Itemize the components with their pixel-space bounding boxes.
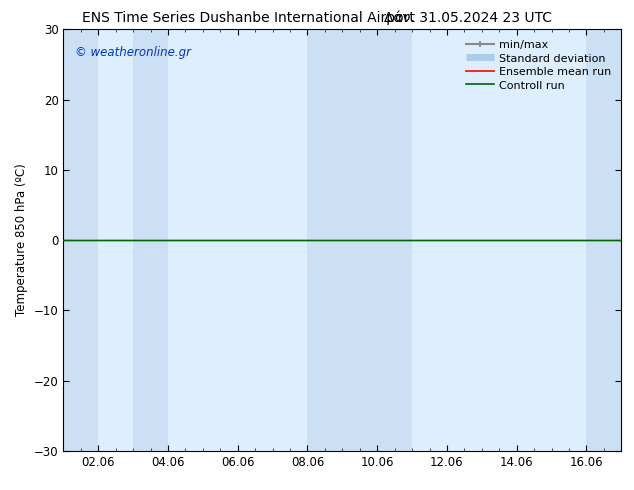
Text: © weatheronline.gr: © weatheronline.gr	[75, 46, 191, 59]
Y-axis label: Temperature 850 hPa (ºC): Temperature 850 hPa (ºC)	[15, 164, 29, 317]
Bar	[133, 29, 168, 451]
Bar	[63, 29, 98, 451]
Bar	[586, 29, 621, 451]
Legend: min/max, Standard deviation, Ensemble mean run, Controll run: min/max, Standard deviation, Ensemble me…	[462, 35, 616, 95]
Bar	[307, 29, 377, 451]
Bar	[377, 29, 412, 451]
Text: ENS Time Series Dushanbe International Airport: ENS Time Series Dushanbe International A…	[82, 11, 415, 25]
Text: Δάν. 31.05.2024 23 UTC: Δάν. 31.05.2024 23 UTC	[384, 11, 552, 25]
